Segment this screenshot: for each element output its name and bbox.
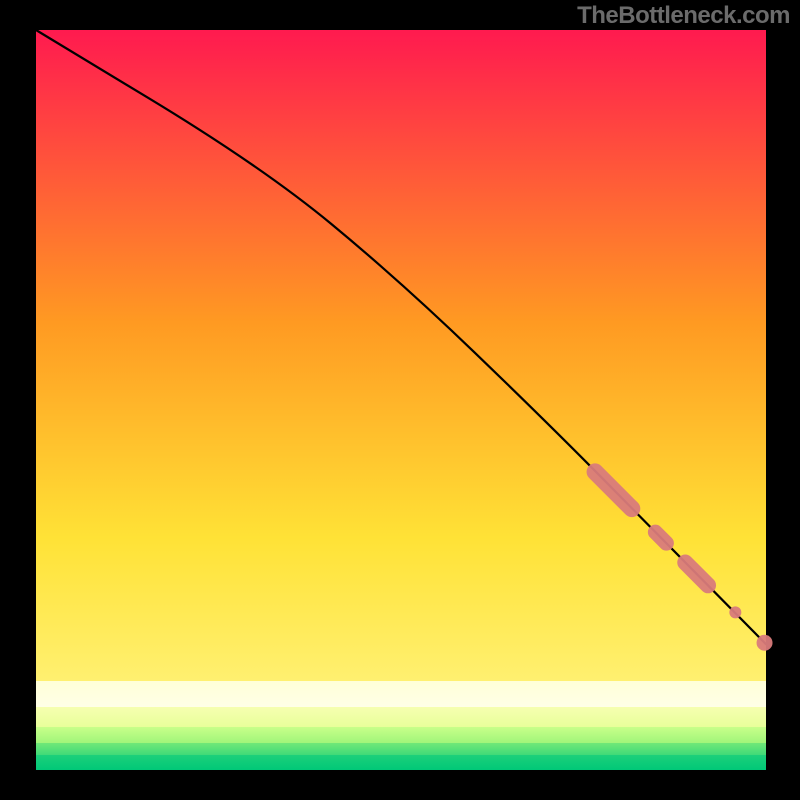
marker-capsule (685, 563, 708, 586)
marker-dot (757, 635, 773, 651)
marker-capsule (595, 472, 632, 509)
marker-capsule (655, 532, 666, 543)
chart-overlay-svg (36, 30, 766, 770)
bottleneck-curve (36, 30, 766, 644)
marker-dot (729, 606, 741, 618)
watermark-text: TheBottleneck.com (577, 2, 790, 30)
chart-plot-area (36, 30, 766, 770)
